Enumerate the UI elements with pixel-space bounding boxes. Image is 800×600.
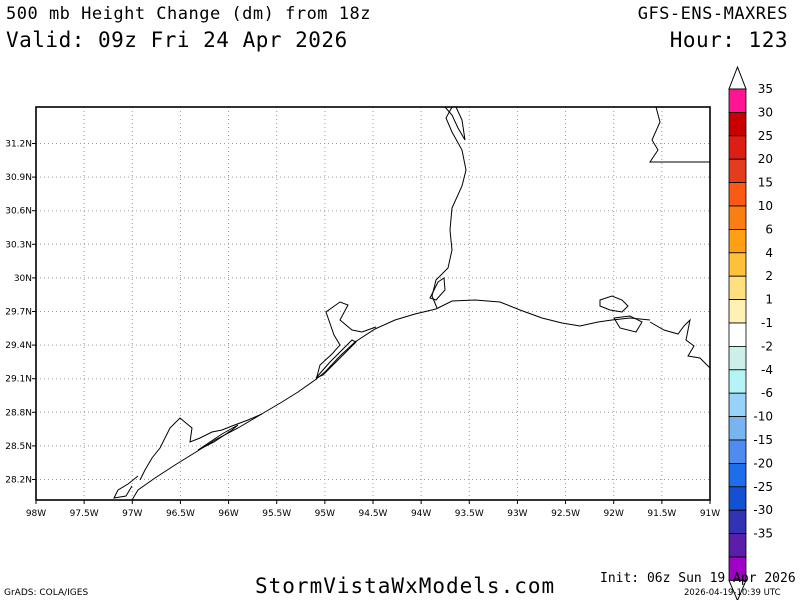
colorbar-label: 30 [758, 105, 773, 119]
matagorda-bay-inner [197, 424, 239, 451]
coastline [113, 106, 711, 501]
model-name: GFS-ENS-MAXRES [637, 4, 788, 24]
colorbar-swatch [728, 205, 747, 230]
lon-label: 94W [411, 509, 431, 519]
lon-label: 95.5W [262, 509, 291, 519]
colorbar-label: 35 [758, 82, 773, 96]
la-lake-east [613, 315, 643, 333]
colorbar-swatch [728, 299, 747, 324]
galveston-bay [315, 301, 377, 381]
lat-label: 28.5N [5, 442, 32, 452]
lat-label: 30.3N [5, 240, 32, 250]
colorbar-swatch [728, 345, 747, 371]
longitude-labels: 98W 97.5W 97W 96.5W 96W 95.5W 95W 94.5W 94W 93.5W… [26, 500, 720, 519]
calcasieu-lake [599, 295, 629, 313]
lat-label: 31.2N [5, 140, 32, 150]
valid-time: Valid: 09z Fri 24 Apr 2026 [6, 28, 348, 52]
colorbar-label: -6 [761, 386, 773, 400]
colorbar-swatch [728, 462, 747, 488]
colorbar-label: -35 [753, 527, 773, 541]
colorbar-swatch [728, 416, 747, 441]
lon-label: 98W [26, 509, 46, 519]
lon-label: 96.5W [166, 509, 195, 519]
lon-label: 95W [315, 509, 335, 519]
lat-label: 30.6N [5, 207, 32, 217]
colorbar-swatch [728, 275, 747, 301]
galveston-island [315, 339, 357, 379]
lon-label: 94.5W [359, 509, 388, 519]
colorbar-swatch [728, 135, 747, 160]
river-branch [444, 106, 466, 141]
gulf-coastline [131, 299, 651, 501]
colorbar-swatch [728, 88, 747, 113]
colorbar-label: 4 [765, 246, 773, 260]
lon-label: 97.5W [70, 509, 99, 519]
colorbar-label: 25 [758, 129, 773, 143]
colorbar-label: -4 [761, 363, 773, 377]
lon-label: 91W [700, 509, 720, 519]
lon-label: 96W [218, 509, 238, 519]
colorbar-label: -25 [753, 480, 773, 494]
colorbar-label: 20 [758, 152, 773, 166]
colorbar-swatch [728, 369, 747, 394]
state-border [431, 106, 467, 309]
colorbar-swatch [728, 112, 747, 137]
la-state-line [649, 106, 710, 163]
latitude-labels: 28.2N 28.5N 28.8N 29.1N 29.4N 29.7N 30N 30.3N 30… [5, 140, 36, 486]
sabine-lake [429, 277, 446, 301]
lon-label: 97W [122, 509, 142, 519]
lon-label: 92.5W [551, 509, 580, 519]
colorbar-swatch [728, 533, 747, 558]
colorbar-swatch [728, 322, 747, 347]
colorbar-top-arrow [728, 65, 747, 90]
colorbar-bottom-arrow [728, 579, 747, 600]
site-name[interactable]: StormVistaWxModels.com [255, 574, 556, 598]
lon-label: 93.5W [455, 509, 484, 519]
grads-credit: GrADS: COLA/IGES [4, 588, 89, 598]
colorbar-label: -20 [753, 456, 773, 470]
lon-label: 91.5W [647, 509, 676, 519]
colorbar-swatch [728, 228, 747, 254]
colorbar-label: -10 [753, 410, 773, 424]
lat-label: 30N [14, 274, 32, 284]
colorbar-label: 6 [765, 222, 773, 236]
colorbar-swatch [728, 182, 747, 207]
colorbar-label: 15 [758, 176, 773, 190]
lon-label: 92W [604, 509, 624, 519]
lon-label: 93W [507, 509, 527, 519]
colorbar-label: 1 [765, 293, 773, 307]
colorbar-label: -15 [753, 433, 773, 447]
colorbar-swatch [728, 509, 747, 535]
matagorda-bay [139, 413, 263, 481]
init-time: Init: 06z Sun 19 Apr 2026 [600, 571, 796, 586]
colorbar-label: -1 [761, 316, 773, 330]
lower-bays [113, 475, 139, 499]
lat-label: 30.9N [5, 173, 32, 183]
lat-label: 29.1N [5, 375, 32, 385]
colorbar-swatch [728, 252, 747, 277]
map-grid [36, 107, 710, 500]
colorbar-swatch [728, 486, 747, 511]
colorbar-swatch [728, 158, 747, 183]
lat-label: 28.2N [5, 476, 32, 486]
colorbar-label: 2 [765, 269, 773, 283]
la-coast-east [649, 318, 711, 369]
colorbar-swatch [728, 439, 747, 464]
colorbar-swatch [728, 392, 747, 418]
colorbar-label: 10 [758, 199, 773, 213]
colorbar: 35 30 25 20 15 10 6 4 2 1 -1 -2 -4 -6 -10 -15 -20 -25 -30 -… [728, 65, 773, 600]
lat-label: 28.8N [5, 408, 32, 418]
colorbar-label: -30 [753, 503, 773, 517]
colorbar-label: -2 [761, 339, 773, 353]
lat-label: 29.4N [5, 341, 32, 351]
forecast-hour: Hour: 123 [669, 28, 788, 52]
lat-label: 29.7N [5, 308, 32, 318]
map-title: 500 mb Height Change (dm) from 18z [6, 4, 371, 24]
generated-time: 2026-04-19-10:39 UTC [684, 588, 781, 598]
